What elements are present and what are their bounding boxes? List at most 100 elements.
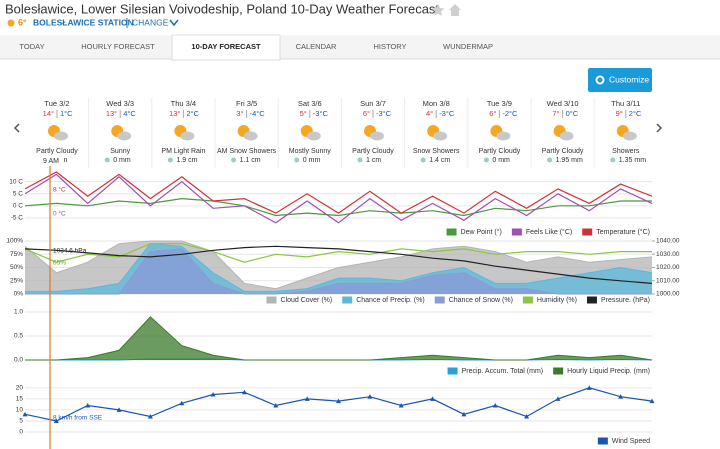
legend-swatch (446, 228, 457, 236)
legend-swatch (522, 296, 533, 304)
day-name: Thu 3/4 (171, 99, 196, 108)
day-precip: 1.35 mm (619, 157, 646, 164)
customize-button[interactable] (588, 68, 652, 92)
wind-marker (430, 396, 436, 401)
day-high: 6° (489, 109, 496, 118)
gear-icon (595, 75, 605, 85)
area-edge (25, 248, 652, 295)
weather-cloud (433, 131, 448, 141)
day-name: Wed 3/10 (547, 99, 579, 108)
day-low: 4°C (123, 109, 136, 118)
day-condition: PM Light Rain (161, 148, 205, 155)
day-high: 13° (169, 109, 180, 118)
day-condition: Partly Cloudy (542, 148, 584, 155)
tab[interactable]: 10-DAY FORECAST (191, 42, 261, 51)
precip-icon (547, 157, 553, 163)
day-low: 0°C (566, 109, 579, 118)
wind-marker (304, 396, 310, 401)
area-edge (25, 243, 653, 292)
current-temp: 6° (18, 17, 27, 27)
wind-marker (618, 394, 624, 399)
wind-marker (524, 414, 530, 419)
y2-tick-label: 1000.00 (656, 291, 680, 298)
legend-label: Cloud Cover (%) (280, 297, 332, 304)
legend-label: Temperature (°C) (596, 228, 650, 236)
day-name: Tue 3/2 (44, 99, 69, 108)
station-name: BOLESŁAWICE STATION (33, 17, 134, 27)
day-high: 3° (236, 109, 243, 118)
precip-icon (420, 157, 426, 163)
now-label-bg (38, 156, 64, 166)
page-title: Bolesławice, Lower Silesian Voivodeship,… (5, 1, 439, 16)
day-name: Wed 3/3 (106, 99, 134, 108)
day-low: -3°C (376, 109, 392, 118)
y2-tick-label: 1020.00 (656, 264, 680, 271)
tab[interactable]: WUNDERMAP (443, 42, 493, 51)
precip-icon (357, 157, 363, 163)
day-condition: Mostly Sunny (289, 148, 332, 155)
legend-label: Dew Point (°) (461, 228, 502, 236)
y-tick-label: 0 (19, 429, 23, 436)
wind-marker (273, 403, 279, 408)
area-fill (25, 248, 652, 294)
tab[interactable]: HISTORY (373, 42, 406, 51)
day-condition: Snow Showers (413, 148, 460, 155)
weather-cloud (622, 131, 637, 141)
y-tick-label: 75% (10, 251, 23, 258)
day-low: 2°C (629, 109, 642, 118)
wind-marker (586, 385, 592, 390)
y-tick-label: 50% (10, 264, 23, 271)
precip-icon (104, 157, 110, 163)
wind-marker (336, 398, 341, 404)
weather-cloud (370, 131, 384, 141)
wind-marker (555, 396, 561, 401)
y-tick-label: 1.0 (14, 309, 23, 316)
legend-label: Chance of Precip. (%) (356, 297, 424, 304)
precip-icon (483, 157, 489, 163)
customize-label[interactable]: Customize (609, 74, 649, 84)
legend-label: Humidity (%) (537, 297, 577, 304)
change-link[interactable]: CHANGE (132, 17, 169, 27)
wind-marker (53, 418, 59, 423)
active-tab (171, 34, 281, 61)
line (24, 387, 653, 422)
weather-cloud (243, 131, 258, 141)
day-high: 5° (300, 109, 307, 118)
y2-tick-label: 1010.00 (656, 277, 680, 284)
legend-swatch (342, 296, 353, 304)
wind-marker (210, 391, 216, 397)
wind-marker (367, 394, 373, 399)
day-precip: 1.9 cm (176, 157, 197, 164)
wind-marker (147, 414, 153, 419)
change-chevron[interactable] (169, 19, 179, 27)
legend-swatch (447, 367, 458, 375)
tab[interactable]: CALENDAR (296, 42, 337, 51)
wind-marker (649, 398, 655, 404)
day-low: -3°C (313, 109, 329, 118)
day-name: Mon 3/8 (423, 99, 450, 108)
annotation: 8 km/h from SSE (53, 415, 103, 422)
annotation: 0 °C (53, 210, 66, 218)
legend-label: Precip. Accum. Total (mm) (462, 368, 544, 375)
y-tick-label: 20 (16, 385, 24, 392)
y-tick-label: 0% (14, 291, 24, 298)
day-high: 13° (106, 109, 117, 118)
day-condition: AM Snow Showers (217, 148, 277, 155)
tab[interactable]: TODAY (19, 42, 44, 51)
next-arrow[interactable] (656, 123, 663, 133)
prev-arrow[interactable] (13, 123, 20, 133)
day-name: Thu 3/11 (611, 99, 640, 108)
tab[interactable]: HOURLY FORECAST (81, 42, 155, 51)
day-low: -2°C (502, 109, 518, 118)
weather-cloud (496, 131, 511, 141)
day-condition: Showers (612, 148, 640, 155)
y-tick-label: 10 (16, 407, 24, 414)
day-precip: 0 mm (303, 157, 321, 164)
day-condition: Sunny (110, 148, 130, 155)
legend-label: Chance of Snow (%) (449, 297, 513, 304)
day-condition: Partly Cloudy (36, 148, 78, 155)
precip-icon (610, 157, 616, 163)
home-icon[interactable] (449, 4, 461, 16)
favorite-star[interactable] (431, 4, 445, 16)
